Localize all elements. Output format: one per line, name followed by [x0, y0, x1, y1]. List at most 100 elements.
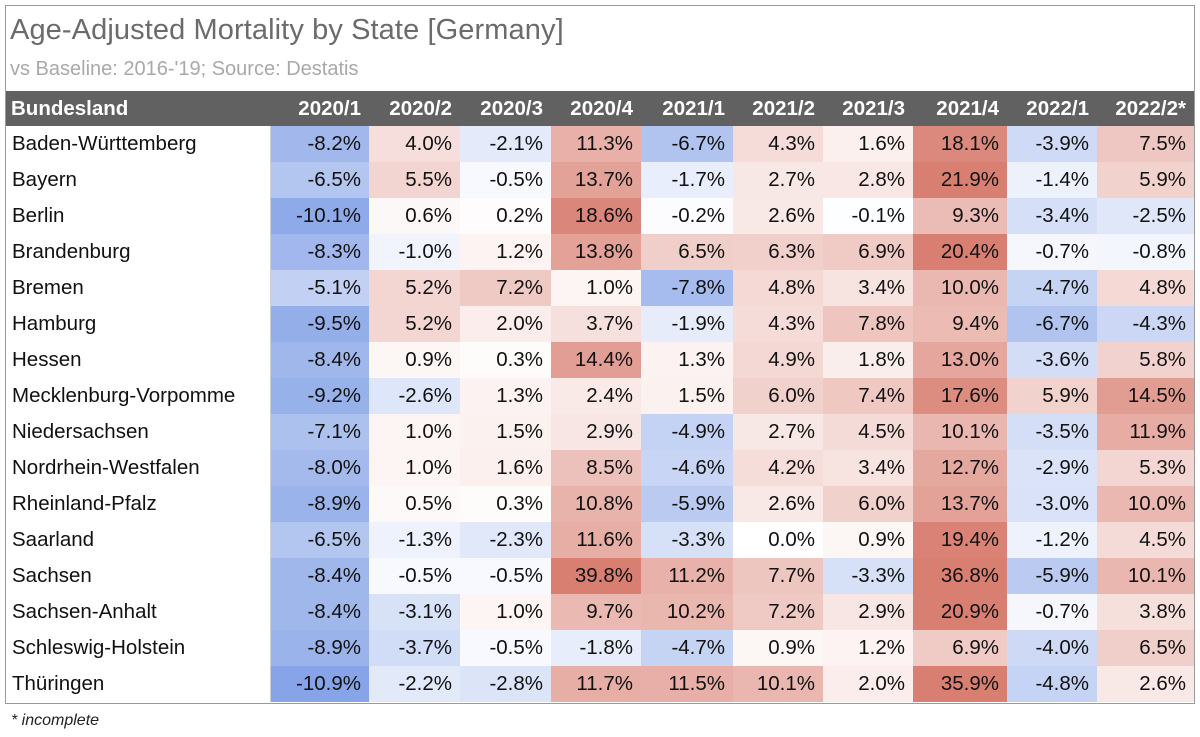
value-cell: 10.0%	[1097, 486, 1194, 522]
value-cell: -0.7%	[1007, 234, 1097, 270]
value-cell: 11.5%	[641, 666, 733, 702]
state-name: Schleswig-Holstein	[6, 630, 271, 666]
value-cell: 5.9%	[1007, 378, 1097, 414]
value-cell: -3.0%	[1007, 486, 1097, 522]
value-cell: 3.4%	[823, 270, 913, 306]
value-cell: -1.9%	[641, 306, 733, 342]
value-cell: -2.5%	[1097, 198, 1194, 234]
state-name: Baden-Württemberg	[6, 126, 271, 162]
value-cell: 13.0%	[913, 342, 1007, 378]
value-cell: 35.9%	[913, 666, 1007, 702]
value-cell: 10.2%	[641, 594, 733, 630]
value-cell: -8.0%	[270, 450, 369, 486]
value-cell: -0.5%	[460, 162, 551, 198]
value-cell: 14.5%	[1097, 378, 1194, 414]
value-cell: 3.7%	[551, 306, 641, 342]
state-name: Saarland	[6, 522, 271, 558]
column-header: 2020/2	[369, 91, 460, 126]
value-cell: 2.8%	[823, 162, 913, 198]
row-header-label: Bundesland	[6, 91, 270, 126]
value-cell: -2.3%	[460, 522, 551, 558]
value-cell: 2.0%	[823, 666, 913, 702]
table-row: Thüringen -10.9% -2.2% -2.8% 11.7% 11.5% 10.1%…	[6, 666, 1194, 702]
value-cell: 18.1%	[913, 126, 1007, 162]
value-cell: -8.9%	[270, 630, 369, 666]
value-cell: 2.6%	[733, 198, 823, 234]
value-cell: 13.8%	[551, 234, 641, 270]
value-cell: 9.7%	[551, 594, 641, 630]
value-cell: 10.1%	[913, 414, 1007, 450]
value-cell: 18.6%	[551, 198, 641, 234]
value-cell: -3.5%	[1007, 414, 1097, 450]
value-cell: 1.5%	[460, 414, 551, 450]
value-cell: 3.8%	[1097, 594, 1194, 630]
value-cell: -2.9%	[1007, 450, 1097, 486]
value-cell: 11.9%	[1097, 414, 1194, 450]
value-cell: -5.9%	[641, 486, 733, 522]
value-cell: -8.9%	[270, 486, 369, 522]
value-cell: -2.1%	[460, 126, 551, 162]
value-cell: 9.4%	[913, 306, 1007, 342]
value-cell: 0.6%	[369, 198, 460, 234]
value-cell: 39.8%	[551, 558, 641, 594]
value-cell: 2.9%	[823, 594, 913, 630]
table-row: Bremen -5.1% 5.2% 7.2% 1.0% -7.8% 4.8% 3.4% 10.0…	[6, 270, 1194, 306]
value-cell: 4.8%	[733, 270, 823, 306]
value-cell: 17.6%	[913, 378, 1007, 414]
value-cell: 1.8%	[823, 342, 913, 378]
value-cell: -0.5%	[460, 630, 551, 666]
table-row: Hamburg -9.5% 5.2% 2.0% 3.7% -1.9% 4.3% 7.8% 9.4…	[6, 306, 1194, 342]
mortality-table: Bundesland 2020/1 2020/2 2020/3 2020/4 2021/…	[6, 91, 1195, 702]
value-cell: 4.5%	[1097, 522, 1194, 558]
value-cell: 6.9%	[823, 234, 913, 270]
table-row: Sachsen-Anhalt -8.4% -3.1% 1.0% 9.7% 10.2% 7.2…	[6, 594, 1194, 630]
value-cell: 0.9%	[369, 342, 460, 378]
value-cell: 1.3%	[641, 342, 733, 378]
value-cell: 0.3%	[460, 486, 551, 522]
value-cell: 5.9%	[1097, 162, 1194, 198]
value-cell: 0.2%	[460, 198, 551, 234]
value-cell: 6.5%	[1097, 630, 1194, 666]
value-cell: -1.4%	[1007, 162, 1097, 198]
value-cell: -2.2%	[369, 666, 460, 702]
value-cell: 7.8%	[823, 306, 913, 342]
value-cell: -4.9%	[641, 414, 733, 450]
value-cell: 10.1%	[1097, 558, 1194, 594]
value-cell: 14.4%	[551, 342, 641, 378]
value-cell: 2.9%	[551, 414, 641, 450]
value-cell: 0.3%	[460, 342, 551, 378]
value-cell: -0.1%	[823, 198, 913, 234]
value-cell: 20.4%	[913, 234, 1007, 270]
value-cell: 4.8%	[1097, 270, 1194, 306]
value-cell: -4.3%	[1097, 306, 1194, 342]
value-cell: -8.4%	[270, 342, 369, 378]
value-cell: 10.0%	[913, 270, 1007, 306]
value-cell: 1.6%	[460, 450, 551, 486]
state-name: Niedersachsen	[6, 414, 271, 450]
column-header: 2021/3	[823, 91, 913, 126]
column-header: 2020/4	[551, 91, 641, 126]
state-name: Hamburg	[6, 306, 271, 342]
value-cell: 0.0%	[733, 522, 823, 558]
value-cell: 13.7%	[913, 486, 1007, 522]
value-cell: 6.0%	[733, 378, 823, 414]
value-cell: -8.3%	[270, 234, 369, 270]
value-cell: 6.3%	[733, 234, 823, 270]
value-cell: -0.5%	[460, 558, 551, 594]
value-cell: 8.5%	[551, 450, 641, 486]
value-cell: 5.2%	[369, 270, 460, 306]
value-cell: -6.5%	[270, 162, 369, 198]
value-cell: -7.1%	[270, 414, 369, 450]
value-cell: -1.2%	[1007, 522, 1097, 558]
state-name: Brandenburg	[6, 234, 271, 270]
state-name: Rheinland-Pfalz	[6, 486, 271, 522]
state-name: Bayern	[6, 162, 271, 198]
value-cell: 9.3%	[913, 198, 1007, 234]
value-cell: 5.2%	[369, 306, 460, 342]
value-cell: 6.9%	[913, 630, 1007, 666]
value-cell: 6.5%	[641, 234, 733, 270]
value-cell: -6.5%	[270, 522, 369, 558]
state-name: Mecklenburg-Vorpomme	[6, 378, 271, 414]
column-header: 2021/1	[641, 91, 733, 126]
value-cell: 7.2%	[460, 270, 551, 306]
